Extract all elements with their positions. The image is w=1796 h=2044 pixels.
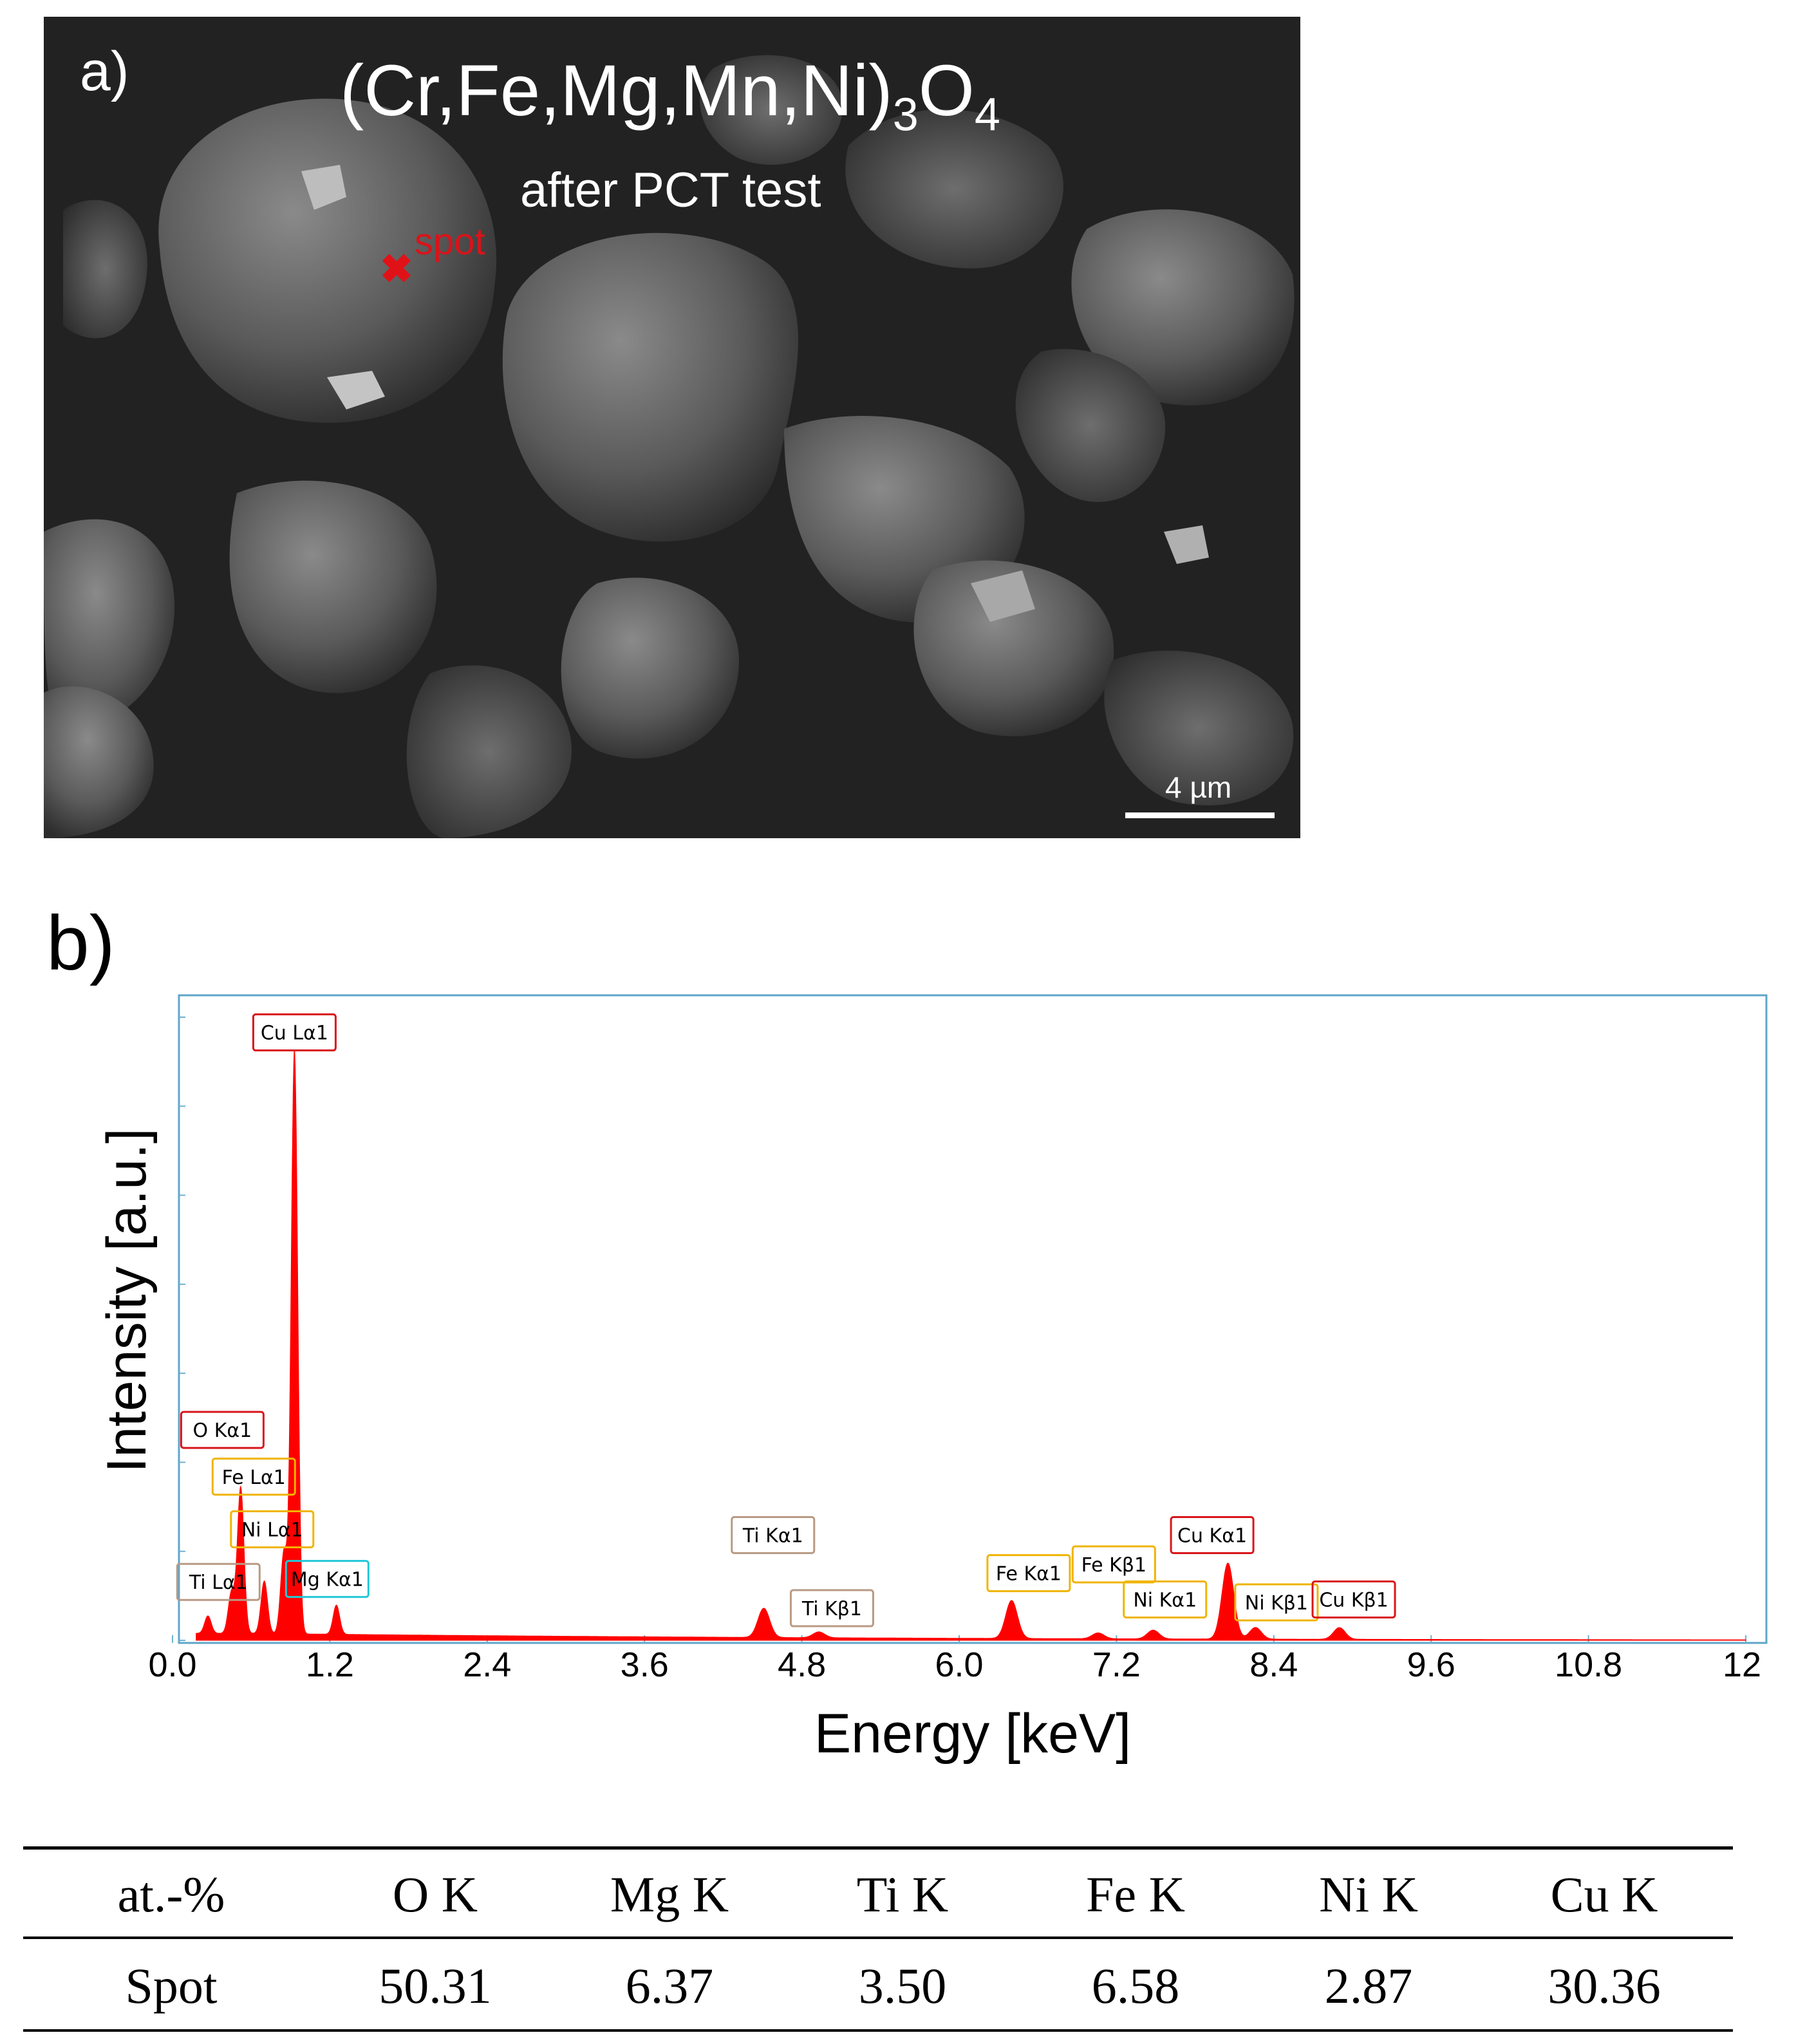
sem-title-oxygen: O — [918, 50, 975, 131]
peak-annotation: Ni Kβ1 — [1234, 1583, 1319, 1622]
x-tick-label: 12 — [1723, 1646, 1761, 1684]
plot-frame — [178, 994, 1768, 1644]
table-bottom-rule — [23, 2029, 1733, 2032]
peak-annotation-box — [1123, 1580, 1208, 1618]
peak-annotation: Ni Lα1 — [230, 1510, 315, 1548]
peak-annotation-box — [789, 1589, 874, 1627]
table-cell: 30.36 — [1548, 1958, 1661, 2014]
table-header-cell: Cu K — [1550, 1866, 1658, 1922]
sem-texture — [44, 17, 1300, 838]
peak-annotation-label: Ni Kβ1 — [1245, 1592, 1308, 1615]
x-tick-label: 4.8 — [778, 1646, 826, 1684]
peak-annotation-label: Cu Lα1 — [261, 1022, 328, 1045]
peak-annotation: Cu Kα1 — [1170, 1516, 1255, 1555]
y-axis-label: Intensity [a.u.] — [96, 1128, 158, 1472]
table-cell: Spot — [125, 1958, 218, 2014]
peak-annotation: Cu Lα1 — [252, 1013, 337, 1052]
peak-annotation-label: O Kα1 — [193, 1420, 252, 1442]
table-header-cell: Ti K — [856, 1866, 949, 1922]
peak-annotation-box — [230, 1510, 315, 1548]
table-header-cell: Mg K — [610, 1866, 729, 1922]
peak-annotation: Cu Kβ1 — [1311, 1580, 1396, 1618]
spot-label: spot — [415, 221, 485, 263]
sem-title-sub1: 3 — [892, 89, 919, 141]
peak-annotation-box — [1170, 1516, 1255, 1555]
peak-annotation-box — [731, 1516, 816, 1555]
x-tick-label: 8.4 — [1249, 1646, 1298, 1684]
sem-micrograph: a) (Cr,Fe,Mg,Mn,Ni)3O4 after PCT test ✖ … — [44, 17, 1300, 838]
edx-spectrum-chart: 0.0 1.2 2.4 3.6 4.8 6.0 7.2 8.4 9.6 10.8 12 Cu Lα1… — [96, 994, 1768, 1765]
peak-annotation: Fe Lα1 — [211, 1458, 296, 1496]
table-cell: 50.31 — [379, 1958, 492, 2014]
spot-marker-icon: ✖ — [380, 247, 413, 292]
peak-annotation-label: Cu Kα1 — [1177, 1525, 1247, 1548]
peak-annotation: Ni Kα1 — [1123, 1580, 1208, 1618]
x-axis-ticks: 0.0 1.2 2.4 3.6 4.8 6.0 7.2 8.4 9.6 10.8 12 — [148, 1635, 1761, 1684]
peak-annotation-label: Fe Kα1 — [996, 1563, 1062, 1586]
peak-annotation-label: Fe Lα1 — [222, 1467, 286, 1489]
table-header-cell: Ni K — [1319, 1866, 1418, 1922]
peak-annotation-box — [1234, 1583, 1319, 1622]
x-tick-label: 3.6 — [621, 1646, 669, 1684]
peak-annotation: Ti Kα1 — [731, 1516, 816, 1555]
table-header-cell: Fe K — [1086, 1866, 1185, 1922]
sem-title-sub2: 4 — [974, 89, 1000, 141]
table-mid-rule — [23, 1936, 1733, 1939]
table-cell: 6.37 — [625, 1958, 714, 2014]
peak-annotation: Ti Kβ1 — [789, 1589, 874, 1627]
peak-annotation: Fe Kα1 — [986, 1554, 1071, 1593]
table-header-cell: at.-% — [117, 1866, 225, 1922]
peak-annotation-label: Ti Lα1 — [189, 1571, 248, 1594]
x-tick-label: 9.6 — [1407, 1646, 1455, 1684]
peak-annotation-box — [1071, 1545, 1156, 1584]
peak-annotation-box — [176, 1562, 261, 1601]
peak-annotation: Mg Kα1 — [285, 1560, 369, 1599]
peak-annotation: Ti Lα1 — [176, 1562, 261, 1601]
peak-annotations: Cu Lα1 O Kα1 Fe Lα1 Ni Lα1 Mg Kα1 Ti Lα1 Ti Kα… — [176, 1013, 1396, 1627]
peak-annotation: O Kα1 — [180, 1411, 265, 1449]
peak-annotation-box — [252, 1013, 337, 1052]
peak-annotation-box — [285, 1560, 369, 1599]
x-tick-label: 6.0 — [935, 1646, 983, 1684]
x-tick-label: 7.2 — [1092, 1646, 1141, 1684]
spectrum-series — [196, 1050, 1746, 1641]
table-cell: 2.87 — [1324, 1958, 1413, 2014]
sem-title: (Cr,Fe,Mg,Mn,Ni)3O4 — [340, 49, 1000, 141]
table-cell: 3.50 — [858, 1958, 947, 2014]
table-header-cell: O K — [392, 1866, 478, 1922]
peak-annotation-label: Ni Lα1 — [241, 1519, 303, 1541]
panel-a-label: a) — [80, 41, 129, 102]
peak-annotation-label: Mg Kα1 — [291, 1569, 364, 1591]
panel-b-label: b) — [46, 900, 115, 986]
table-cell: 6.58 — [1091, 1958, 1180, 2014]
x-tick-label: 1.2 — [306, 1646, 354, 1684]
peak-annotation-box — [211, 1458, 296, 1496]
peak-annotation-label: Ti Kα1 — [742, 1525, 803, 1548]
peak-annotation: Fe Kβ1 — [1071, 1545, 1156, 1584]
peak-annotation-label: Fe Kβ1 — [1081, 1554, 1147, 1577]
sem-title-main: (Cr,Fe,Mg,Mn,Ni) — [340, 50, 893, 131]
x-tick-label: 0.0 — [148, 1646, 196, 1684]
x-tick-label: 10.8 — [1555, 1646, 1622, 1684]
x-tick-label: 2.4 — [463, 1646, 511, 1684]
sem-subtitle: after PCT test — [520, 163, 821, 218]
peak-annotation-box — [180, 1411, 265, 1449]
peak-annotation-label: Ti Kβ1 — [801, 1598, 862, 1620]
peak-annotation-label: Ni Kα1 — [1133, 1589, 1197, 1611]
x-axis-label: Energy [keV] — [814, 1703, 1131, 1765]
y-axis-ticks — [179, 1017, 185, 1641]
peak-annotation-label: Cu Kβ1 — [1319, 1589, 1388, 1611]
peak-annotation-box — [986, 1554, 1071, 1593]
scale-bar-label: 4 µm — [1165, 771, 1232, 804]
scale-bar — [1125, 812, 1275, 818]
table-top-rule — [23, 1846, 1733, 1850]
peak-annotation-box — [1311, 1580, 1396, 1618]
